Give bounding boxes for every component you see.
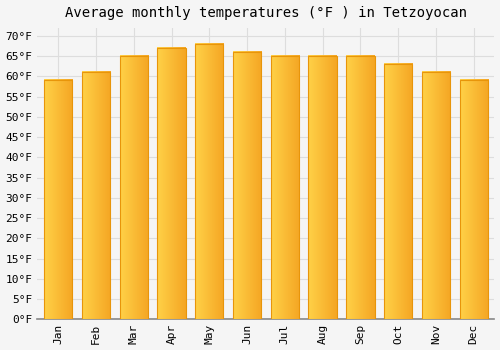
Bar [44,80,72,319]
Bar [460,80,488,319]
Bar [195,44,224,319]
Bar [270,56,299,319]
Bar [422,72,450,319]
Title: Average monthly temperatures (°F ) in Tetzoyocan: Average monthly temperatures (°F ) in Te… [65,6,467,20]
Bar [120,56,148,319]
Bar [308,56,337,319]
Bar [158,48,186,319]
Bar [346,56,374,319]
Bar [233,52,261,319]
Bar [384,64,412,319]
Bar [82,72,110,319]
